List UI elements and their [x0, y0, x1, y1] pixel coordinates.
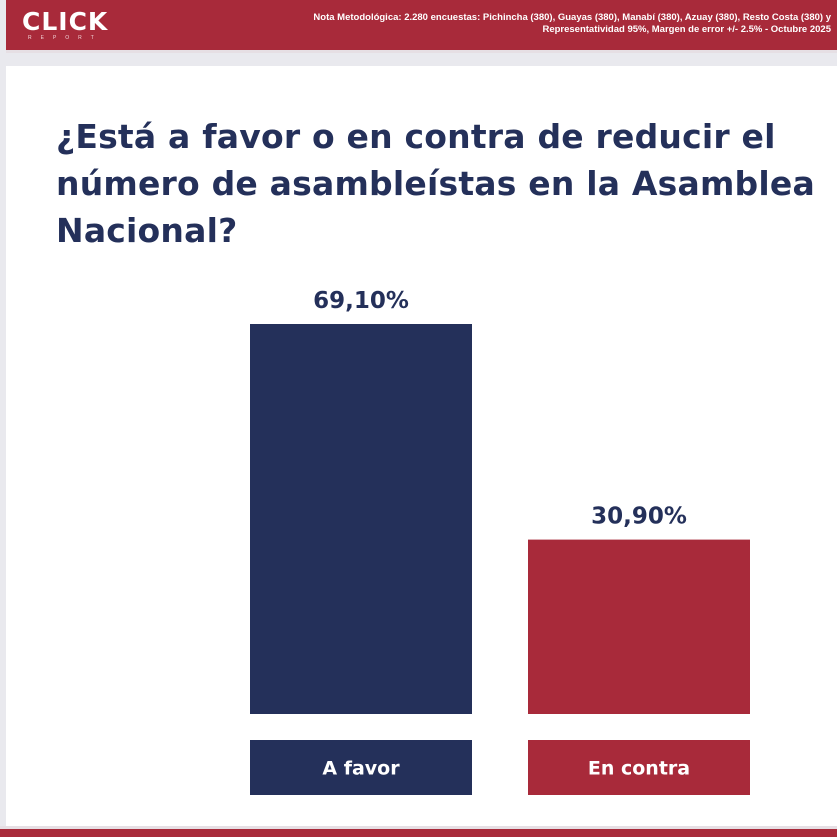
chart-title: ¿Está a favor o en contra de reducir el …: [56, 117, 815, 250]
category-label-a-favor: A favor: [322, 758, 400, 780]
bar-en-contra: [528, 539, 750, 714]
brand-logo: CLICK: [22, 7, 109, 36]
header-bar: CLICK REPORT Nota Metodológica: 2.280 en…: [6, 0, 837, 53]
category-box-en-contra: [528, 740, 750, 795]
methodology-note: Nota Metodológica: 2.280 encuestas: Pich…: [191, 12, 831, 36]
methodology-line-2: Representatividad 95%, Margen de error +…: [542, 24, 831, 35]
category-box-a-favor: [250, 740, 472, 795]
value-label-en-contra: 30,90%: [591, 504, 687, 530]
bar-a-favor: [250, 324, 472, 714]
methodology-line-1: Nota Metodológica: 2.280 encuestas: Pich…: [313, 12, 831, 23]
category-label-en-contra: En contra: [588, 758, 690, 780]
brand-logo-subtitle: REPORT: [28, 35, 103, 41]
value-label-a-favor: 69,10%: [313, 288, 409, 314]
bottom-rule: [0, 826, 837, 837]
